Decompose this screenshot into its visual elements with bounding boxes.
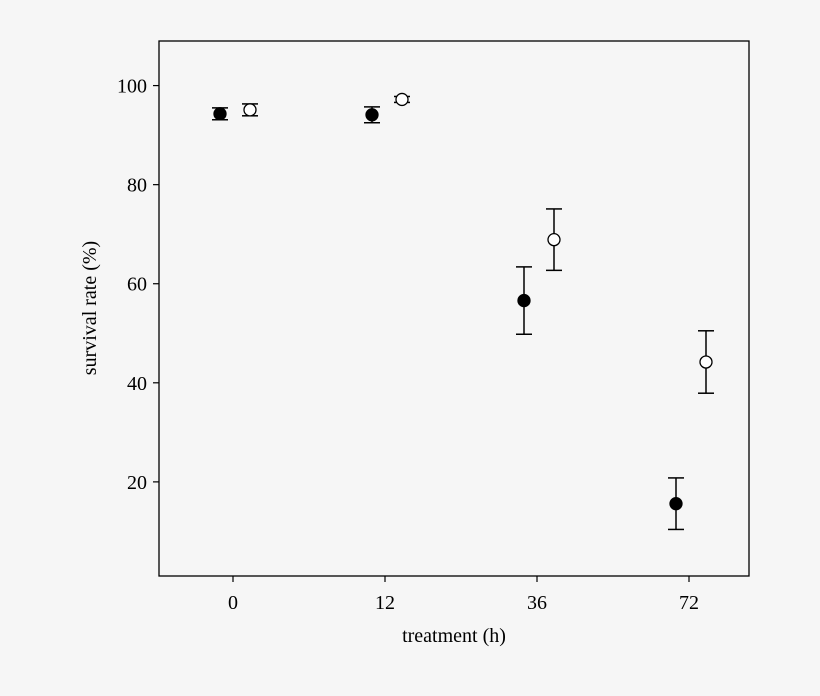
data-point xyxy=(243,103,257,117)
data-point xyxy=(669,497,683,511)
y-tick-label: 80 xyxy=(127,175,147,197)
y-tick-label: 100 xyxy=(117,76,147,98)
data-point xyxy=(395,92,409,107)
data-point xyxy=(213,107,227,121)
data-point xyxy=(547,232,561,247)
data-point xyxy=(365,108,379,122)
data-point xyxy=(699,355,713,369)
y-tick-label: 60 xyxy=(127,274,147,296)
x-tick-label: 36 xyxy=(527,592,547,614)
x-tick-label: 72 xyxy=(679,592,699,614)
x-tick-label: 12 xyxy=(375,592,395,614)
y-tick-label: 20 xyxy=(127,472,147,494)
y-tick-label: 40 xyxy=(127,373,147,395)
plot-frame xyxy=(158,40,750,577)
data-point xyxy=(517,293,531,308)
x-tick-label: 0 xyxy=(228,592,238,614)
x-axis-label: treatment (h) xyxy=(402,625,506,647)
y-axis-label: survival rate (%) xyxy=(79,241,101,375)
